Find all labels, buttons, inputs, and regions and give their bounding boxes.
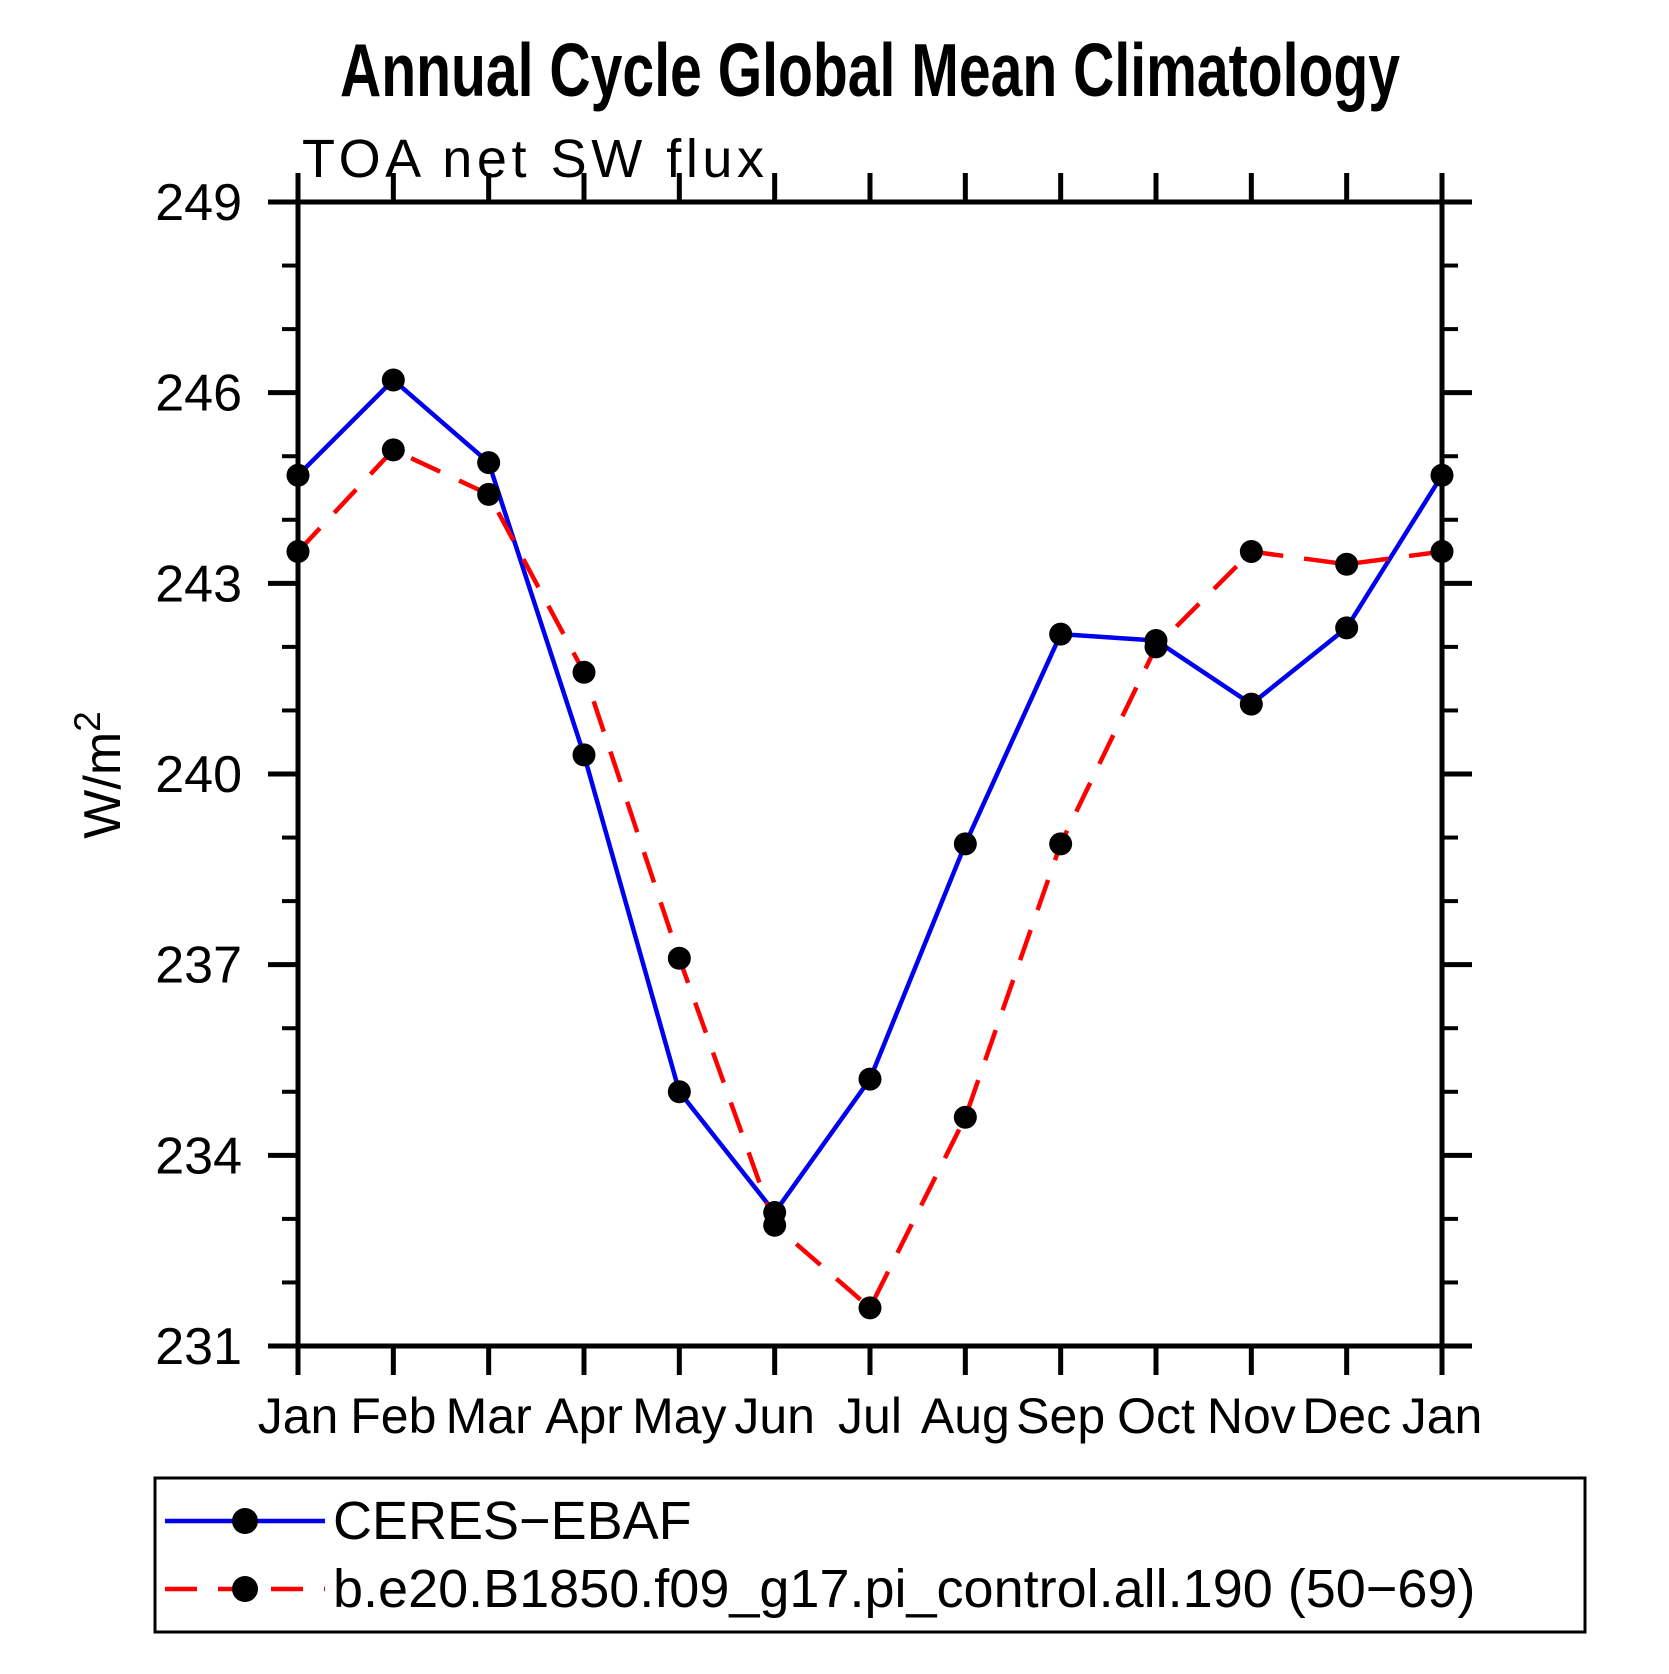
data-point-series0-Aug xyxy=(953,832,977,856)
legend-marker-1 xyxy=(232,1576,258,1602)
x-tick-label: Jun xyxy=(734,1388,815,1444)
y-tick-label: 246 xyxy=(155,365,242,423)
data-point-series1-Sep xyxy=(1049,832,1073,856)
data-point-series0-Jul xyxy=(858,1067,882,1091)
legend-marker-0 xyxy=(232,1508,258,1534)
plot-frame xyxy=(295,199,1445,1349)
series-line-1 xyxy=(296,447,1443,1311)
data-point-series0-Feb xyxy=(381,368,405,392)
y-tick-label: 243 xyxy=(155,555,242,613)
data-point-series0-Sep xyxy=(1049,622,1073,646)
legend-label-1: b.e20.B1850.f09_g17.pi_control.all.190 (… xyxy=(333,1559,1475,1619)
data-point-series0-Apr xyxy=(572,743,596,767)
data-point-series1-Jan xyxy=(1430,540,1454,564)
x-tick-label: Oct xyxy=(1117,1388,1195,1444)
y-axis-tick-labels: 231 234 237 240 243 246 249 xyxy=(155,174,242,1376)
y-tick-label: 249 xyxy=(155,174,242,232)
y-axis-label: W/m2 xyxy=(67,711,132,838)
data-point-series1-Mar xyxy=(477,482,501,506)
series-lines xyxy=(296,377,1444,1311)
x-tick-label: Aug xyxy=(921,1388,1010,1444)
y-tick-label: 237 xyxy=(155,937,242,995)
x-tick-label: Apr xyxy=(545,1388,623,1444)
x-tick-label: Sep xyxy=(1016,1388,1105,1444)
data-point-series1-Jul xyxy=(858,1296,882,1320)
legend-box: CERES−EBAF b.e20.B1850.f09_g17.pi_control… xyxy=(153,1476,1587,1634)
data-point-series1-May xyxy=(667,946,691,970)
data-point-series1-Feb xyxy=(381,438,405,462)
data-point-series1-Aug xyxy=(953,1105,977,1129)
data-point-series1-Oct xyxy=(1144,635,1168,659)
x-tick-label: Dec xyxy=(1302,1388,1391,1444)
x-tick-label: Jul xyxy=(838,1388,902,1444)
plot-axes xyxy=(268,173,1472,1375)
x-tick-label: Jan xyxy=(1402,1388,1483,1444)
data-point-series1-Nov xyxy=(1239,540,1263,564)
data-point-series0-Mar xyxy=(477,451,501,475)
y-tick-label: 240 xyxy=(155,746,242,804)
data-point-series1-Apr xyxy=(572,660,596,684)
data-point-series1-Dec xyxy=(1335,552,1359,576)
data-point-series0-Dec xyxy=(1335,616,1359,640)
y-tick-label: 231 xyxy=(155,1318,242,1376)
data-point-series0-Jan xyxy=(286,463,310,487)
x-tick-label: May xyxy=(632,1388,726,1444)
y-tick-label: 234 xyxy=(155,1127,242,1185)
data-point-series1-Jan xyxy=(286,540,310,564)
data-point-series0-Nov xyxy=(1239,692,1263,716)
chart-subtitle: TOA net SW flux xyxy=(302,129,764,189)
legend-label-0: CERES−EBAF xyxy=(333,1491,692,1551)
x-tick-label: Nov xyxy=(1207,1388,1296,1444)
x-tick-label: Feb xyxy=(350,1388,436,1444)
chart-title: Annual Cycle Global Mean Climatology xyxy=(340,28,1400,112)
series-markers xyxy=(286,368,1454,1320)
data-point-series0-Jan xyxy=(1430,463,1454,487)
data-point-series0-May xyxy=(667,1080,691,1104)
legend-frame xyxy=(153,1476,1587,1634)
x-tick-label: Mar xyxy=(446,1388,532,1444)
x-axis-tick-labels: Jan Feb Mar Apr May Jun Jul Aug Sep Oct Nov Dec Jan xyxy=(258,1388,1483,1444)
svg-text:W/m2: W/m2 xyxy=(67,711,132,838)
data-point-series1-Jun xyxy=(763,1213,787,1237)
x-tick-label: Jan xyxy=(258,1388,339,1444)
